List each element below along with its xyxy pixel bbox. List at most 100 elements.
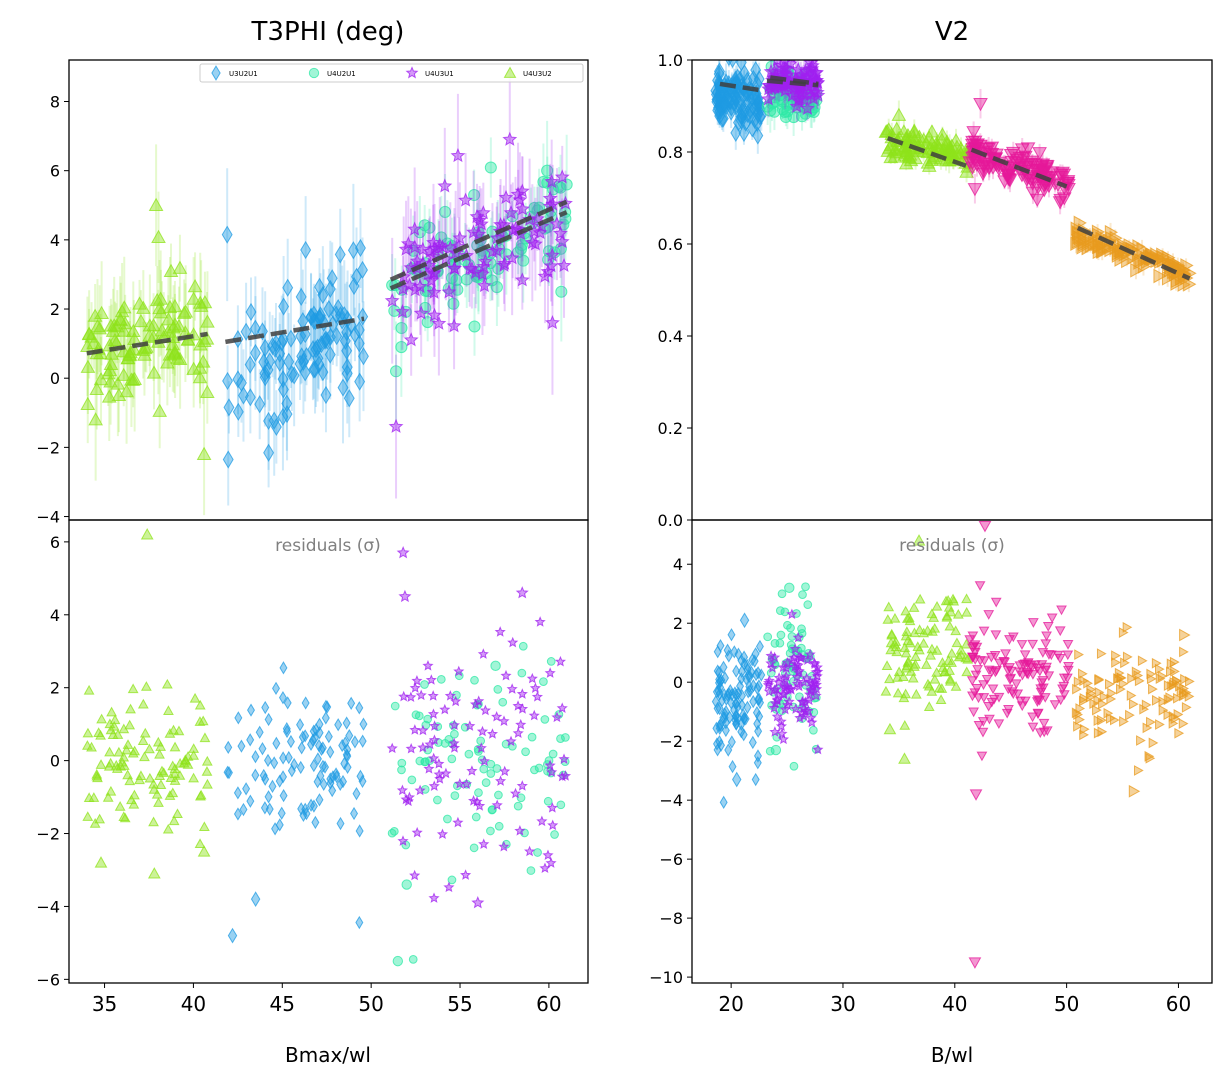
data-point xyxy=(732,76,744,96)
data-point xyxy=(752,126,764,145)
residual-point xyxy=(801,582,810,592)
residual-point xyxy=(950,681,962,691)
residual-point xyxy=(1096,648,1107,660)
residual-point xyxy=(773,672,785,683)
residual-point xyxy=(264,790,273,804)
data-point xyxy=(395,322,408,335)
data-point xyxy=(281,394,293,413)
residual-point xyxy=(926,686,938,696)
residual-point xyxy=(921,659,932,669)
residual-point xyxy=(251,768,260,782)
residual-point xyxy=(313,752,322,766)
data-point xyxy=(283,352,295,371)
data-point xyxy=(446,318,462,333)
residual-point xyxy=(260,801,269,815)
residual-point xyxy=(1062,665,1074,676)
residuals-U4U3U1 xyxy=(386,545,572,909)
residual-point xyxy=(144,743,155,754)
residuals-area xyxy=(82,528,572,967)
residual-point xyxy=(283,724,292,739)
data-point xyxy=(409,253,425,268)
data-point xyxy=(332,298,344,318)
residual-point xyxy=(415,689,427,701)
residual-point xyxy=(1163,709,1174,721)
residual-point xyxy=(783,695,795,707)
residual-point xyxy=(152,736,164,747)
data-point xyxy=(313,355,325,374)
y-tick-label: −2 xyxy=(36,438,60,457)
residual-point xyxy=(448,742,461,753)
residual-point xyxy=(967,631,979,642)
residual-point xyxy=(981,675,993,685)
residual-point xyxy=(345,728,354,743)
residual-point xyxy=(199,732,211,743)
data-point xyxy=(126,341,142,356)
residual-point xyxy=(770,639,780,648)
residual-point xyxy=(1038,727,1050,738)
residual-point xyxy=(1010,679,1022,690)
residual-point xyxy=(1049,700,1061,711)
data-point xyxy=(244,355,256,374)
x-tick-label: 40 xyxy=(181,992,206,1016)
residual-point xyxy=(355,701,364,715)
residual-point xyxy=(278,690,287,705)
residual-point xyxy=(108,720,120,731)
data-point xyxy=(489,242,505,258)
legend-box xyxy=(199,63,584,83)
residual-point xyxy=(727,735,736,749)
data-point xyxy=(790,62,806,77)
residual-point xyxy=(740,712,749,726)
residual-point xyxy=(1181,701,1192,713)
residual-point xyxy=(1021,669,1033,679)
model-line-U4U3U1 xyxy=(389,199,568,282)
y-tick-label: 6 xyxy=(50,162,60,181)
data-point xyxy=(537,175,550,188)
residual-point xyxy=(527,732,537,742)
x-tick-label: 45 xyxy=(270,992,295,1016)
residual-point xyxy=(311,723,320,737)
data-point xyxy=(351,267,362,286)
residual-point xyxy=(326,745,335,759)
residual-point xyxy=(296,718,305,732)
residual-point xyxy=(739,612,750,629)
data-point xyxy=(337,378,349,397)
residual-point xyxy=(784,582,795,594)
residual-point xyxy=(234,711,243,725)
residual-point xyxy=(347,696,356,710)
residual-point xyxy=(889,638,901,649)
data-point xyxy=(468,320,481,333)
residual-point xyxy=(127,683,139,694)
residual-point xyxy=(967,691,978,702)
residual-point xyxy=(452,816,464,828)
data-point xyxy=(278,297,290,316)
data-point xyxy=(317,363,329,382)
residual-point xyxy=(270,756,279,770)
residual-point xyxy=(1002,684,1014,695)
residual-point xyxy=(1104,678,1115,690)
residual-point xyxy=(350,735,359,749)
residual-point xyxy=(755,639,764,654)
residual-point xyxy=(155,779,167,789)
residual-point xyxy=(488,805,497,814)
data-point xyxy=(142,318,158,332)
residual-point xyxy=(993,719,1005,730)
residuals-green-triangle-up xyxy=(880,534,974,764)
bottom-y-ticks: −10 −8 −6 −4 −2 0 2 4 xyxy=(649,555,692,987)
data-point xyxy=(308,305,320,324)
residual-point xyxy=(323,700,332,714)
residual-point xyxy=(119,812,131,823)
residual-point xyxy=(923,701,935,711)
residual-point xyxy=(283,696,292,710)
residual-point xyxy=(985,652,997,663)
residual-point xyxy=(809,658,821,669)
residual-point xyxy=(397,758,407,768)
residual-point xyxy=(125,703,136,714)
residual-point xyxy=(931,667,943,677)
y-tick-label: −4 xyxy=(36,897,60,916)
residual-point xyxy=(339,774,348,789)
residual-point xyxy=(515,718,527,730)
residual-point xyxy=(114,801,126,811)
residual-point xyxy=(109,714,121,725)
residuals-orange-triangle-right xyxy=(1071,621,1195,798)
residual-point xyxy=(509,787,522,799)
